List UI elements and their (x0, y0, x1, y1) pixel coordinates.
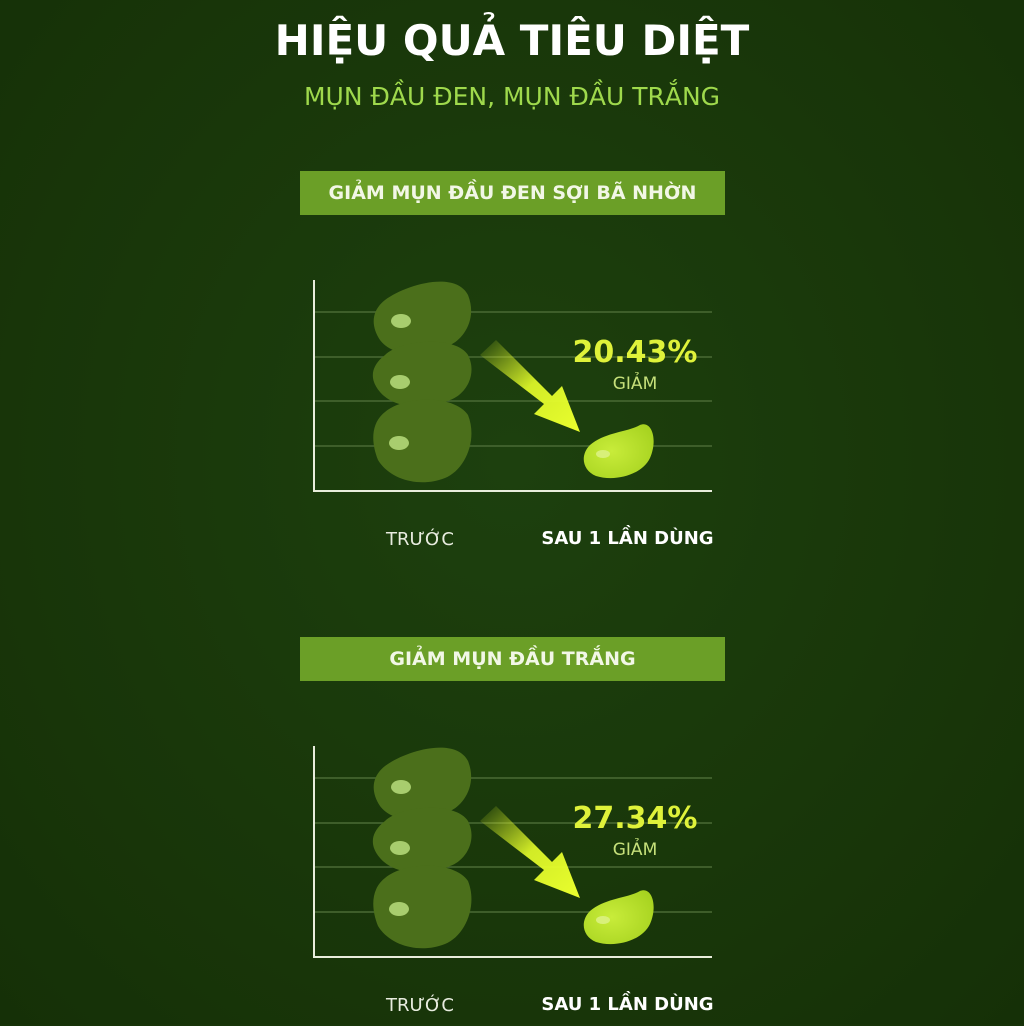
before-label: TRƯỚC (386, 529, 454, 550)
before-after-chart (313, 746, 712, 958)
after-label: SAU 1 LẦN DÙNG (541, 528, 714, 549)
down-arrow-icon (480, 340, 580, 432)
pimple-after-icon (583, 890, 654, 945)
reduction-label: GIẢM (612, 840, 658, 860)
banner-text: GIẢM MỤN ĐẦU ĐEN SỢI BÃ NHỜN (328, 182, 697, 204)
blob-highlight (390, 375, 410, 389)
down-arrow-icon (480, 806, 580, 898)
pimple-after-icon (583, 424, 654, 479)
page-title: HIỆU QUẢ TIÊU DIỆT (274, 16, 750, 65)
blob-highlight (391, 780, 411, 794)
after-label: SAU 1 LẦN DÙNG (541, 994, 714, 1015)
blob-highlight (389, 436, 409, 450)
comparison-section: GIẢM MỤN ĐẦU ĐEN SỢI BÃ NHỜN (0, 0, 1024, 550)
pimple-before-icon (372, 281, 472, 483)
section-banner: GIẢM MỤN ĐẦU ĐEN SỢI BÃ NHỜN (300, 171, 725, 215)
banner-text: GIẢM MỤN ĐẦU TRẮNG (389, 648, 636, 670)
reduction-value: 20.43% (572, 335, 698, 370)
blob-highlight (389, 902, 409, 916)
reduction-value: 27.34% (572, 801, 698, 836)
pimple-before-icon (372, 747, 472, 949)
comparison-section: GIẢM MỤN ĐẦU TRẮNG (0, 466, 1024, 1016)
blob-highlight (391, 314, 411, 328)
before-after-chart (313, 280, 712, 492)
blob-highlight (390, 841, 410, 855)
reduction-label: GIẢM (612, 374, 658, 394)
section-banner: GIẢM MỤN ĐẦU TRẮNG (300, 637, 725, 681)
page-subtitle: MỤN ĐẦU ĐEN, MỤN ĐẦU TRẮNG (303, 82, 721, 111)
before-label: TRƯỚC (386, 995, 454, 1016)
